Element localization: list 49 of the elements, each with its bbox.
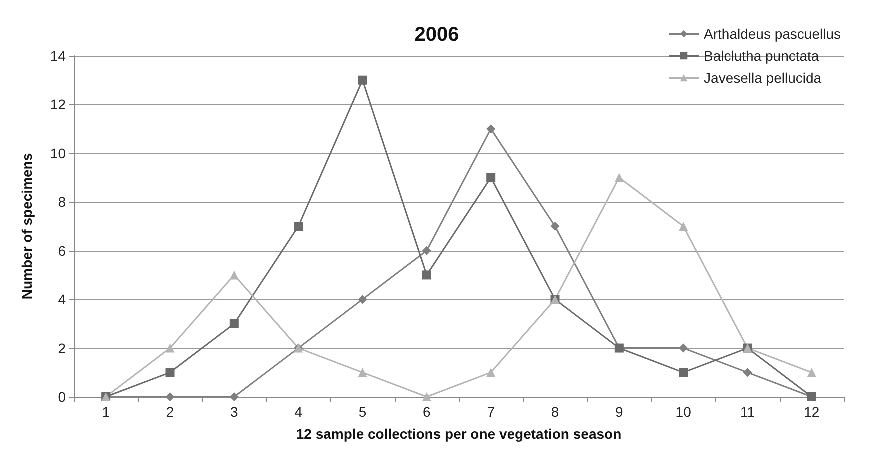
point xyxy=(486,173,496,182)
x-tick-label: 3 xyxy=(230,404,239,420)
point xyxy=(358,295,368,304)
point xyxy=(743,368,752,378)
point xyxy=(230,392,239,402)
point xyxy=(550,222,560,231)
x-tick-label: 6 xyxy=(423,404,432,420)
x-tick-label: 2 xyxy=(166,404,174,420)
point xyxy=(358,76,368,85)
x-tick-label: 10 xyxy=(676,404,692,420)
x-tick-label: 4 xyxy=(294,404,303,420)
x-axis-title: 12 sample collections per one vegetation season xyxy=(296,426,622,442)
y-tick-label: 12 xyxy=(50,96,66,113)
point xyxy=(230,270,239,280)
y-tick-label: 6 xyxy=(58,242,66,259)
point xyxy=(614,173,624,182)
y-tick-label: 8 xyxy=(58,194,66,210)
point xyxy=(166,392,175,402)
point xyxy=(486,368,496,378)
point xyxy=(679,344,688,353)
x-tick-label: 5 xyxy=(358,404,367,420)
point xyxy=(358,368,368,378)
x-tick-label: 12 xyxy=(804,404,820,420)
x-tick-label: 9 xyxy=(616,404,624,420)
point xyxy=(422,246,432,256)
legend-label: Balclutha punctata xyxy=(704,48,820,64)
y-tick-label: 14 xyxy=(50,48,66,64)
point xyxy=(807,368,816,378)
y-axis-title: Number of specimens xyxy=(19,153,35,300)
x-tick-label: 8 xyxy=(551,404,560,420)
point xyxy=(679,222,688,231)
x-tick-label: 7 xyxy=(487,404,496,420)
x-tick-label: 11 xyxy=(740,404,756,420)
legend-label: Javesella pellucida xyxy=(704,70,822,86)
point xyxy=(422,270,432,280)
point xyxy=(166,368,175,378)
chart-title: 2006 xyxy=(414,24,460,46)
point xyxy=(486,124,496,134)
point xyxy=(230,319,239,328)
y-tick-label: 4 xyxy=(58,292,66,308)
y-tick-label: 2 xyxy=(58,340,66,356)
point xyxy=(422,392,432,402)
x-tick-label: 1 xyxy=(102,404,110,420)
point xyxy=(294,222,304,231)
point xyxy=(679,368,688,378)
y-tick-label: 0 xyxy=(58,389,66,405)
legend-label: Arthaldeus pascuellus xyxy=(704,26,842,42)
point xyxy=(166,344,175,353)
y-tick-label: 10 xyxy=(50,145,66,162)
